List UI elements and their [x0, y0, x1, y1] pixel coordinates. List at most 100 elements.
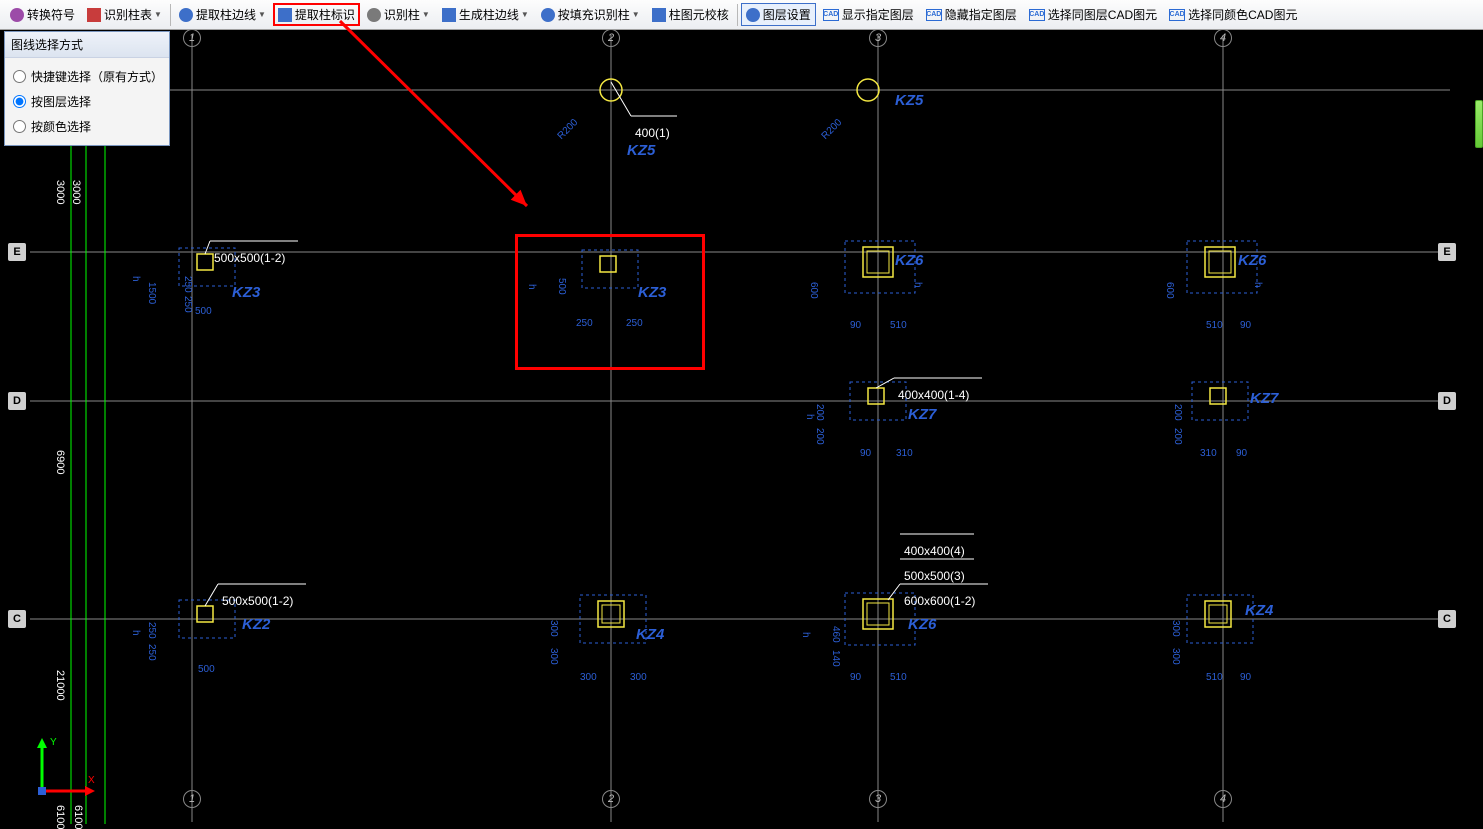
toolbar-label: 生成柱边线 — [459, 6, 519, 23]
toolbar-label: 显示指定图层 — [842, 6, 914, 23]
dimension-value: 140 — [830, 650, 841, 667]
toolbar-label: 选择同颜色CAD图元 — [1188, 6, 1297, 23]
dimension-value: 300 — [580, 672, 597, 683]
dimension-value: 200 — [1172, 404, 1183, 421]
dimension-value: 300 — [1170, 648, 1181, 665]
svg-text:Y: Y — [50, 737, 57, 748]
axis-marker: 4 — [1214, 29, 1232, 47]
axis-marker: 1 — [183, 790, 201, 808]
column-label: KZ2 — [242, 616, 270, 633]
toolbar: 转换符号识别柱表▼提取柱边线▼提取柱标识识别柱▼生成柱边线▼按填充识别柱▼柱图元… — [0, 0, 1483, 30]
radio-input[interactable] — [13, 70, 26, 83]
drawing-canvas[interactable] — [0, 30, 1483, 826]
dimension-value: 500 — [556, 278, 567, 295]
svg-text:X: X — [88, 775, 95, 786]
toolbar-icon — [278, 8, 292, 22]
radio-option-1[interactable]: 按图层选择 — [13, 89, 161, 114]
toolbar-btn-5[interactable]: 生成柱边线▼ — [437, 3, 534, 26]
toolbar-icon — [10, 8, 24, 22]
dimension-value: h — [526, 284, 537, 290]
dimension-value: 200 — [814, 404, 825, 421]
toolbar-label: 识别柱 — [384, 6, 420, 23]
toolbar-icon — [652, 8, 666, 22]
dimension-value: 300 — [630, 672, 647, 683]
toolbar-icon — [367, 8, 381, 22]
column-label: KZ5 — [627, 142, 655, 159]
radio-input[interactable] — [13, 120, 26, 133]
dimension-value: 90 — [1236, 448, 1247, 459]
dimension-value: 600 — [808, 282, 819, 299]
toolbar-btn-6[interactable]: 按填充识别柱▼ — [536, 3, 645, 26]
column-label: KZ6 — [908, 616, 936, 633]
dimension-value: 90 — [850, 672, 861, 683]
popup-body: 快捷键选择（原有方式） 按图层选择按颜色选择 — [5, 58, 169, 145]
axis-marker: 2 — [602, 29, 620, 47]
dimension-value: 600 — [1164, 282, 1175, 299]
toolbar-btn-0[interactable]: 转换符号 — [5, 3, 80, 26]
column-label: KZ6 — [1238, 252, 1266, 269]
dimension-value: h — [804, 414, 815, 420]
radio-label: 按图层选择 — [31, 93, 91, 110]
line-select-popup: 图线选择方式 快捷键选择（原有方式） 按图层选择按颜色选择 — [4, 31, 170, 146]
dimension-text: 21000 — [54, 670, 66, 701]
column-size-label: 500x500(3) — [904, 569, 965, 583]
toolbar-icon: CAD — [926, 9, 942, 21]
dropdown-icon: ▼ — [422, 10, 430, 19]
toolbar-icon: CAD — [823, 9, 839, 21]
toolbar-btn-8[interactable]: 图层设置 — [741, 3, 816, 26]
axis-marker: C — [8, 610, 26, 628]
right-handle[interactable] — [1475, 100, 1483, 148]
column-size-label: 600x600(1-2) — [904, 594, 975, 608]
toolbar-icon — [87, 8, 101, 22]
dimension-value: 300 — [1170, 620, 1181, 637]
axis-marker: C — [1438, 610, 1456, 628]
dimension-value: 90 — [1240, 672, 1251, 683]
column-size-label: 500x500(1-2) — [214, 251, 285, 265]
dimension-value: 250 — [146, 644, 157, 661]
dimension-value: 250 — [146, 622, 157, 639]
axis-marker: 3 — [869, 790, 887, 808]
dimension-value: h — [912, 282, 923, 288]
dimension-value: 510 — [1206, 672, 1223, 683]
radio-option-0[interactable]: 快捷键选择（原有方式） — [13, 64, 161, 89]
radio-option-2[interactable]: 按颜色选择 — [13, 114, 161, 139]
toolbar-btn-11[interactable]: CAD选择同图层CAD图元 — [1024, 3, 1162, 26]
axis-marker: E — [8, 243, 26, 261]
column-label: KZ3 — [638, 284, 666, 301]
axis-marker: 4 — [1214, 790, 1232, 808]
column-label: KZ3 — [232, 284, 260, 301]
column-label: KZ6 — [895, 252, 923, 269]
radio-label: 快捷键选择（原有方式） — [31, 68, 161, 85]
toolbar-label: 提取柱标识 — [295, 6, 355, 23]
dropdown-icon: ▼ — [154, 10, 162, 19]
dimension-value: h — [130, 276, 141, 282]
popup-title: 图线选择方式 — [5, 32, 169, 58]
toolbar-btn-7[interactable]: 柱图元校核 — [647, 3, 734, 26]
column-size-label: 400(1) — [635, 126, 670, 140]
dropdown-icon: ▼ — [258, 10, 266, 19]
column-label: KZ7 — [908, 406, 936, 423]
dimension-value: 200 — [1172, 428, 1183, 445]
toolbar-btn-9[interactable]: CAD显示指定图层 — [818, 3, 919, 26]
dimension-text: 3000 — [70, 180, 82, 204]
dimension-value: 250 — [182, 276, 193, 293]
toolbar-btn-12[interactable]: CAD选择同颜色CAD图元 — [1164, 3, 1302, 26]
dimension-value: h — [1252, 282, 1263, 288]
toolbar-btn-10[interactable]: CAD隐藏指定图层 — [921, 3, 1022, 26]
dimension-value: 250 — [626, 318, 643, 329]
dimension-value: 300 — [548, 648, 559, 665]
toolbar-btn-1[interactable]: 识别柱表▼ — [82, 3, 167, 26]
column-label: KZ5 — [895, 92, 923, 109]
column-size-label: 400x400(4) — [904, 544, 965, 558]
toolbar-label: 图层设置 — [763, 6, 811, 23]
toolbar-btn-4[interactable]: 识别柱▼ — [362, 3, 435, 26]
dimension-value: 510 — [890, 320, 907, 331]
toolbar-btn-2[interactable]: 提取柱边线▼ — [174, 3, 271, 26]
toolbar-label: 隐藏指定图层 — [945, 6, 1017, 23]
column-size-label: 500x500(1-2) — [222, 594, 293, 608]
axis-marker: D — [8, 392, 26, 410]
radio-input[interactable] — [13, 95, 26, 108]
toolbar-btn-3[interactable]: 提取柱标识 — [273, 3, 360, 26]
dimension-value: 90 — [850, 320, 861, 331]
toolbar-label: 柱图元校核 — [669, 6, 729, 23]
